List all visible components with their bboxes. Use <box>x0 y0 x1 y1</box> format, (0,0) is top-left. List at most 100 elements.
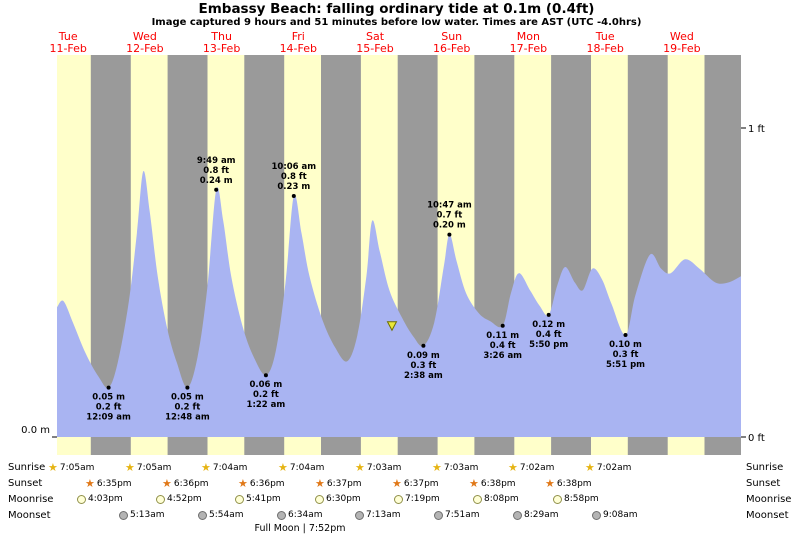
low-tide-annotation: 1:22 am <box>247 400 286 410</box>
day-label: Wed 12-Feb <box>126 30 163 55</box>
moonset-entry: 8:29am <box>513 510 559 520</box>
day-label: Sat 15-Feb <box>356 30 393 55</box>
high-tide-dot <box>291 194 296 198</box>
sunrise-star-icon: ★ <box>585 461 595 474</box>
day-label: Mon 17-Feb <box>510 30 547 55</box>
low-tide-annotation: 0.10 m <box>609 340 642 350</box>
moonset-entry: 5:54am <box>198 510 244 520</box>
moonset-circle-icon <box>355 510 364 520</box>
moonrise-circle-icon <box>235 494 244 504</box>
sunrise-time: 7:05am <box>59 462 95 473</box>
high-tide-annotation: 10:06 am <box>271 162 316 172</box>
sunset-entry: ★ 6:37pm <box>392 478 439 489</box>
moonrise-circle-icon <box>394 494 403 504</box>
moonrise-entry: 4:03pm <box>77 494 123 504</box>
moonset-entry: 7:13am <box>355 510 401 520</box>
high-tide-dot <box>214 187 219 192</box>
sunrise-star-icon: ★ <box>48 461 58 474</box>
moonrise-circle-icon <box>156 494 165 504</box>
sunset-time: 6:38pm <box>556 478 592 489</box>
moonrise-entry: 8:58pm <box>553 494 599 504</box>
sunrise-time: 7:02am <box>596 462 632 473</box>
moonrise-entry: 7:19pm <box>394 494 440 504</box>
low-tide-annotation: 12:48 am <box>165 413 210 423</box>
sunset-time: 6:37pm <box>403 478 439 489</box>
low-tide-annotation: 0.06 m <box>250 380 283 390</box>
sunset-entry: ★ 6:37pm <box>315 478 362 489</box>
sunrise-time: 7:03am <box>366 462 402 473</box>
sunset-entry: ★ 6:36pm <box>238 478 285 489</box>
astro-row-label-sunrise-left: Sunrise <box>8 462 46 473</box>
low-tide-dot <box>421 343 426 348</box>
low-tide-annotation: 0.3 ft <box>411 361 437 371</box>
moonrise-entry: 6:30pm <box>315 494 361 504</box>
current-time-marker-icon <box>386 321 398 332</box>
sunrise-entry: ★ 7:03am <box>432 462 478 473</box>
sunset-star-icon: ★ <box>392 477 402 490</box>
moonrise-circle-icon <box>473 494 482 504</box>
y-axis-label-meters: 0.0 m <box>21 425 50 436</box>
low-tide-annotation: 0.05 m <box>171 393 204 403</box>
moonrise-time: 6:30pm <box>326 494 361 504</box>
moonset-entry: 5:13am <box>119 510 165 520</box>
sunrise-entry: ★ 7:02am <box>508 462 554 473</box>
low-tide-annotation: 0.05 m <box>92 393 125 403</box>
sunrise-time: 7:04am <box>289 462 325 473</box>
high-tide-annotation: 0.8 ft <box>281 172 307 182</box>
astro-row-label-sunset-right: Sunset <box>746 478 781 489</box>
sunrise-entry: ★ 7:05am <box>48 462 94 473</box>
sunrise-star-icon: ★ <box>278 461 288 474</box>
sunset-star-icon: ★ <box>315 477 325 490</box>
low-tide-dot <box>263 373 268 378</box>
high-tide-annotation: 0.20 m <box>433 221 466 231</box>
moonset-time: 6:34am <box>288 510 323 520</box>
low-tide-annotation: 0.2 ft <box>175 403 201 413</box>
high-tide-annotation: 0.8 ft <box>203 166 229 176</box>
sunrise-star-icon: ★ <box>508 461 518 474</box>
moonrise-entry: 5:41pm <box>235 494 281 504</box>
full-moon-label: Full Moon | 7:52pm <box>254 523 346 534</box>
sunrise-star-icon: ★ <box>201 461 211 474</box>
y-axis-label-0ft: 0 ft <box>748 433 765 444</box>
sunset-time: 6:35pm <box>96 478 132 489</box>
day-label: Sun 16-Feb <box>433 30 470 55</box>
low-tide-dot <box>106 385 111 390</box>
moonrise-time: 5:41pm <box>246 494 281 504</box>
sunrise-entry: ★ 7:02am <box>585 462 631 473</box>
astro-row-label-moonrise-left: Moonrise <box>8 494 54 505</box>
low-tide-annotation: 2:38 am <box>404 371 443 381</box>
moonrise-circle-icon <box>77 494 86 504</box>
high-tide-annotation: 9:49 am <box>197 156 236 166</box>
y-axis-label-1ft: 1 ft <box>748 124 765 135</box>
sunrise-time: 7:05am <box>136 462 172 473</box>
sunrise-entry: ★ 7:05am <box>125 462 171 473</box>
moonrise-time: 4:52pm <box>167 494 202 504</box>
moonset-time: 8:29am <box>524 510 559 520</box>
tide-chart: Tue 11-Feb Wed 12-Feb Thu 13-Feb Fri 14-Feb Sat 1… <box>21 30 765 455</box>
low-tide-annotation: 0.11 m <box>486 331 519 341</box>
sunrise-time: 7:02am <box>519 462 555 473</box>
sunset-star-icon: ★ <box>238 477 248 490</box>
moonset-circle-icon <box>119 510 128 520</box>
low-tide-annotation: 0.4 ft <box>536 330 562 340</box>
low-tide-annotation: 0.2 ft <box>253 390 279 400</box>
moonset-entry: 9:08am <box>592 510 638 520</box>
sunset-star-icon: ★ <box>162 477 172 490</box>
low-tide-annotation: 5:50 pm <box>529 340 568 350</box>
day-label: Wed 19-Feb <box>663 30 700 55</box>
moonset-circle-icon <box>434 510 443 520</box>
astro-row-label-sunrise-right: Sunrise <box>746 462 784 473</box>
moonset-time: 7:51am <box>445 510 480 520</box>
low-tide-annotation: 0.12 m <box>532 320 565 330</box>
day-label: Fri 14-Feb <box>280 30 317 55</box>
high-tide-annotation: 0.23 m <box>277 182 310 192</box>
moonrise-time: 7:19pm <box>405 494 440 504</box>
sunrise-star-icon: ★ <box>355 461 365 474</box>
high-tide-annotation: 0.24 m <box>200 176 233 186</box>
chart-title: Embassy Beach: falling ordinary tide at … <box>198 1 595 17</box>
low-tide-annotation: 5:51 pm <box>606 360 645 370</box>
tide-area <box>57 170 741 438</box>
sunrise-time: 7:03am <box>443 462 479 473</box>
